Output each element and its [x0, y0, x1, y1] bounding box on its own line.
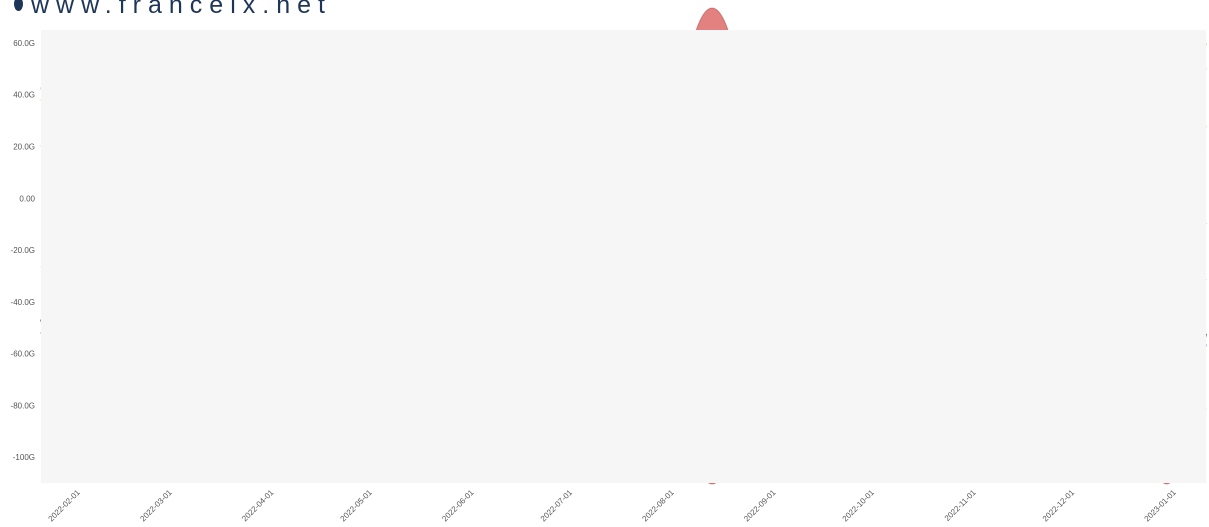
x-tick-label: 2023-01-01: [1143, 488, 1179, 524]
x-axis: 2022-02-01 2022-03-01 2022-04-01 2022-05-01…: [46, 488, 1178, 524]
x-tick-label: 2022-09-01: [742, 488, 778, 524]
watermark-text: www.franceix.net: [31, 0, 332, 19]
x-tick-label: 2022-03-01: [138, 488, 174, 524]
y-tick-label: -100G: [13, 453, 35, 462]
y-tick-label: 40.0G: [13, 91, 35, 100]
x-tick-label: 2022-04-01: [240, 488, 276, 524]
x-tick-label: 2022-10-01: [841, 488, 877, 524]
x-tick-label: 2022-05-01: [339, 488, 375, 524]
x-tick-label: 2022-02-01: [46, 488, 82, 524]
y-tick-label: 0.00: [19, 194, 35, 203]
y-tick-label: -80.0G: [11, 401, 35, 410]
x-tick-label: 2022-07-01: [539, 488, 575, 524]
y-tick-label: 20.0G: [13, 142, 35, 151]
y-tick-label: -60.0G: [11, 350, 35, 359]
x-tick-label: 2022-06-01: [440, 488, 476, 524]
y-tick-label: -20.0G: [11, 246, 35, 255]
y-tick-label: 60.0G: [13, 39, 35, 48]
watermark: www.franceix.net: [14, 0, 332, 20]
y-tick-label: -40.0G: [11, 298, 35, 307]
y-axis: 60.0G 40.0G 20.0G 0.00 -20.0G -40.0G -60.0G -80…: [11, 39, 36, 462]
watermark-dot-icon: [14, 0, 23, 12]
x-tick-label: 2022-08-01: [640, 488, 676, 524]
x-tick-label: 2022-11-01: [943, 488, 978, 523]
x-tick-label: 2022-12-01: [1041, 488, 1077, 524]
plot-area: [41, 30, 1206, 483]
